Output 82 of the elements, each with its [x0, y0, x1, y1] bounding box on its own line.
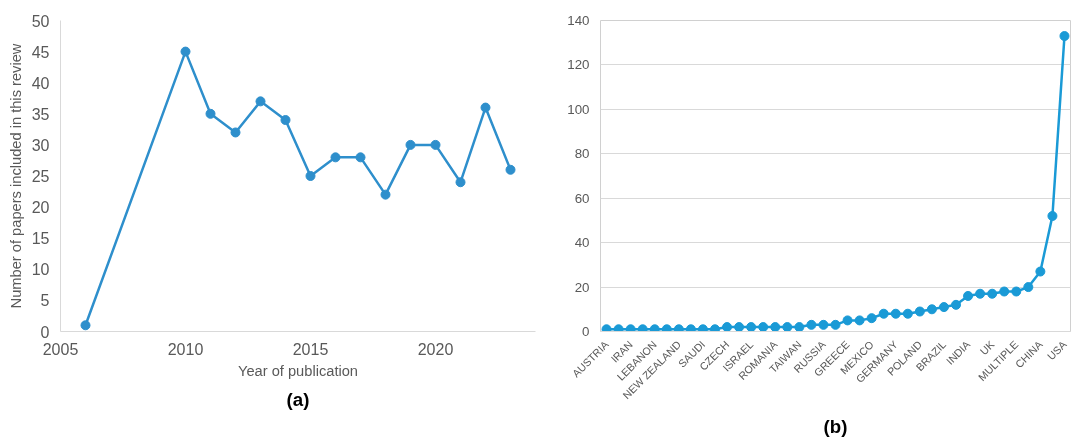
y-tick-label: 15 — [31, 230, 50, 248]
point — [697, 324, 708, 332]
point — [1047, 210, 1058, 221]
point — [914, 306, 925, 317]
point — [505, 164, 516, 175]
point — [794, 322, 805, 332]
point — [430, 139, 441, 150]
point — [842, 315, 853, 326]
y-tick-label: 40 — [31, 74, 50, 92]
text: (b) — [823, 415, 848, 437]
point — [938, 302, 949, 313]
x-axis-title: Year of publication — [237, 362, 359, 379]
x-tick-label: 2020 — [417, 340, 454, 358]
point — [280, 115, 291, 126]
point — [673, 324, 684, 332]
point — [782, 322, 793, 332]
text: (a) — [286, 388, 310, 410]
point — [330, 152, 341, 163]
point — [746, 322, 757, 332]
point — [890, 308, 901, 319]
y-tick-label: 20 — [31, 199, 50, 217]
point — [613, 324, 624, 332]
point — [709, 324, 720, 332]
y-tick-label: 40 — [574, 235, 590, 251]
point — [649, 324, 660, 332]
point — [926, 304, 937, 315]
point — [180, 46, 191, 57]
point — [1059, 31, 1070, 42]
point — [770, 322, 781, 332]
point — [866, 313, 877, 324]
y-tick-label: 25 — [31, 168, 50, 185]
point — [380, 189, 391, 200]
point — [806, 319, 817, 330]
point — [625, 324, 636, 332]
y-tick-label: 100 — [567, 101, 590, 117]
point — [661, 324, 672, 332]
point — [80, 320, 91, 331]
y-axis-title: Number of papers included in this review — [7, 43, 24, 309]
y-tick-label: 45 — [31, 43, 50, 61]
point — [405, 139, 416, 150]
point — [818, 319, 829, 330]
point — [637, 324, 648, 332]
point — [878, 308, 889, 319]
y-tick-label: 0 — [582, 324, 590, 339]
point — [255, 96, 266, 107]
y-tick-label: 60 — [574, 190, 590, 206]
y-tick-label: 0 — [40, 323, 50, 341]
point — [854, 315, 865, 326]
point — [685, 324, 696, 332]
x-tick-label: 2010 — [167, 340, 204, 358]
y-tick-label: 10 — [31, 261, 50, 279]
y-tick-label: 50 — [31, 12, 50, 30]
y-tick-label: 35 — [31, 105, 50, 123]
point — [758, 322, 769, 332]
point — [999, 286, 1010, 297]
point — [355, 152, 366, 163]
x-tick-label: 2005 — [42, 340, 79, 358]
point — [1035, 266, 1046, 277]
y-tick-label: 80 — [574, 146, 590, 162]
point — [480, 102, 491, 113]
y-tick-label: 30 — [31, 136, 50, 154]
y-tick-label: 5 — [40, 292, 50, 310]
point — [830, 319, 841, 330]
point — [1023, 282, 1034, 293]
point — [987, 288, 998, 299]
point — [975, 288, 986, 299]
point — [230, 127, 241, 138]
point — [601, 324, 612, 332]
y-tick-label: 120 — [567, 57, 590, 73]
y-tick-label: 20 — [574, 279, 590, 295]
x-tick-label: USA — [1044, 337, 1070, 363]
point — [951, 299, 962, 310]
x-tick-label: 2015 — [292, 340, 329, 358]
y-tick-label: 140 — [567, 13, 590, 28]
point — [455, 177, 466, 188]
point — [734, 322, 745, 332]
point — [722, 322, 733, 332]
point — [205, 108, 216, 119]
point — [305, 171, 316, 181]
point — [1011, 286, 1022, 297]
point — [902, 308, 913, 319]
point — [963, 290, 974, 301]
